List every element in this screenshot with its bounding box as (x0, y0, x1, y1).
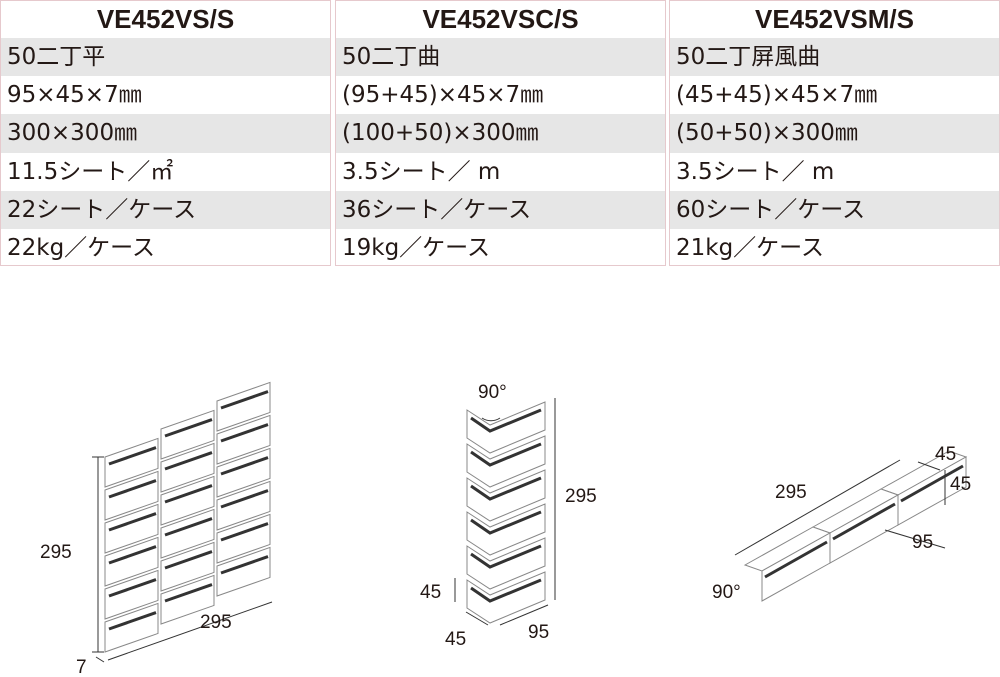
tile (104, 602, 159, 653)
spec-row: (50+50)×300㎜ (670, 114, 999, 153)
corner-tile (466, 503, 546, 556)
corner-tile (466, 537, 546, 590)
spec-row: 36シート／ケース (336, 190, 665, 229)
spec-row: 11.5シート／㎡ (7, 158, 174, 185)
spec-row: 95×45×7㎜ (7, 82, 142, 109)
spec-row: 50二丁屏風曲 (670, 38, 999, 77)
tile (216, 480, 271, 531)
tile (216, 381, 271, 432)
tile (104, 470, 159, 521)
spec-row: (45+45)×45×7㎜ (676, 82, 878, 109)
spec-row: 300×300㎜ (1, 114, 330, 153)
dim-label: 95 (528, 622, 549, 643)
tile (160, 541, 215, 592)
corner-tile (466, 401, 546, 454)
tile (160, 442, 215, 493)
fold-tile (743, 526, 832, 602)
dim-line (884, 529, 946, 549)
product-code: VE452VSM/S (755, 4, 914, 34)
tile (104, 536, 159, 587)
spec-row: 50二丁平 (1, 38, 330, 77)
dim-label: 45 (445, 629, 466, 650)
dim-line (734, 459, 901, 556)
tile (216, 447, 271, 498)
angle-arc (481, 417, 501, 422)
dim-label: 295 (565, 486, 597, 507)
flat-sheet-diagram: 295 295 7 (40, 381, 273, 677)
product-column: VE452VSM/S 50二丁屏風曲 (45+45)×45×7㎜ (50+50)×30… (669, 0, 1000, 266)
spec-row: 3.5シート／ m (676, 158, 835, 185)
dim-label: 7 (76, 657, 87, 677)
tile (104, 503, 159, 554)
tile (160, 409, 215, 460)
dim-label: 45 (420, 582, 441, 603)
folding-corner-diagram: 45 45 295 95 90° (712, 444, 971, 603)
product-code: VE452VSC/S (422, 4, 579, 34)
dim-line (107, 601, 273, 661)
corner-tile (466, 435, 546, 488)
dim-label: 295 (775, 482, 807, 503)
dim-label: 45 (950, 474, 971, 495)
spec-row: (100+50)×300㎜ (336, 114, 665, 153)
tile (104, 437, 159, 488)
dim-line (465, 611, 489, 626)
dim-label: 295 (200, 612, 232, 633)
tile (216, 513, 271, 564)
spec-row: 60シート／ケース (670, 190, 999, 229)
tile (160, 475, 215, 526)
spec-row: (95+45)×45×7㎜ (342, 82, 544, 109)
spec-row: 19kg／ケース (342, 234, 491, 261)
dim-label: 90° (712, 582, 741, 603)
corner-tile (466, 469, 546, 522)
fold-tile (811, 488, 900, 564)
dim-line (95, 656, 105, 663)
product-code: VE452VS/S (96, 4, 235, 34)
product-column: VE452VSC/S 50二丁曲 (95+45)×45×7㎜ (100+50)×300… (335, 0, 666, 266)
dim-label: 295 (40, 542, 72, 563)
corner-diagram: 90° 295 45 45 95 (420, 382, 597, 650)
dim-label: 45 (935, 444, 956, 465)
tile (216, 414, 271, 465)
product-column: VE452VS/S 50二丁平 95×45×7㎜ 300×300㎜ 11.5シート／㎡ 2… (0, 0, 331, 266)
corner-tile (466, 571, 546, 624)
spec-row: 50二丁曲 (336, 38, 665, 77)
spec-row: 21kg／ケース (676, 234, 825, 261)
tile (160, 508, 215, 559)
tile (216, 546, 271, 597)
spec-row: 22kg／ケース (7, 234, 156, 261)
spec-row: 22シート／ケース (1, 190, 330, 229)
tile (104, 569, 159, 620)
dim-label: 90° (478, 382, 507, 403)
spec-row: 3.5シート／ m (342, 158, 501, 185)
dim-label: 95 (912, 532, 933, 553)
dim-line (499, 604, 549, 626)
tile (160, 574, 215, 625)
dim-line (917, 461, 941, 471)
